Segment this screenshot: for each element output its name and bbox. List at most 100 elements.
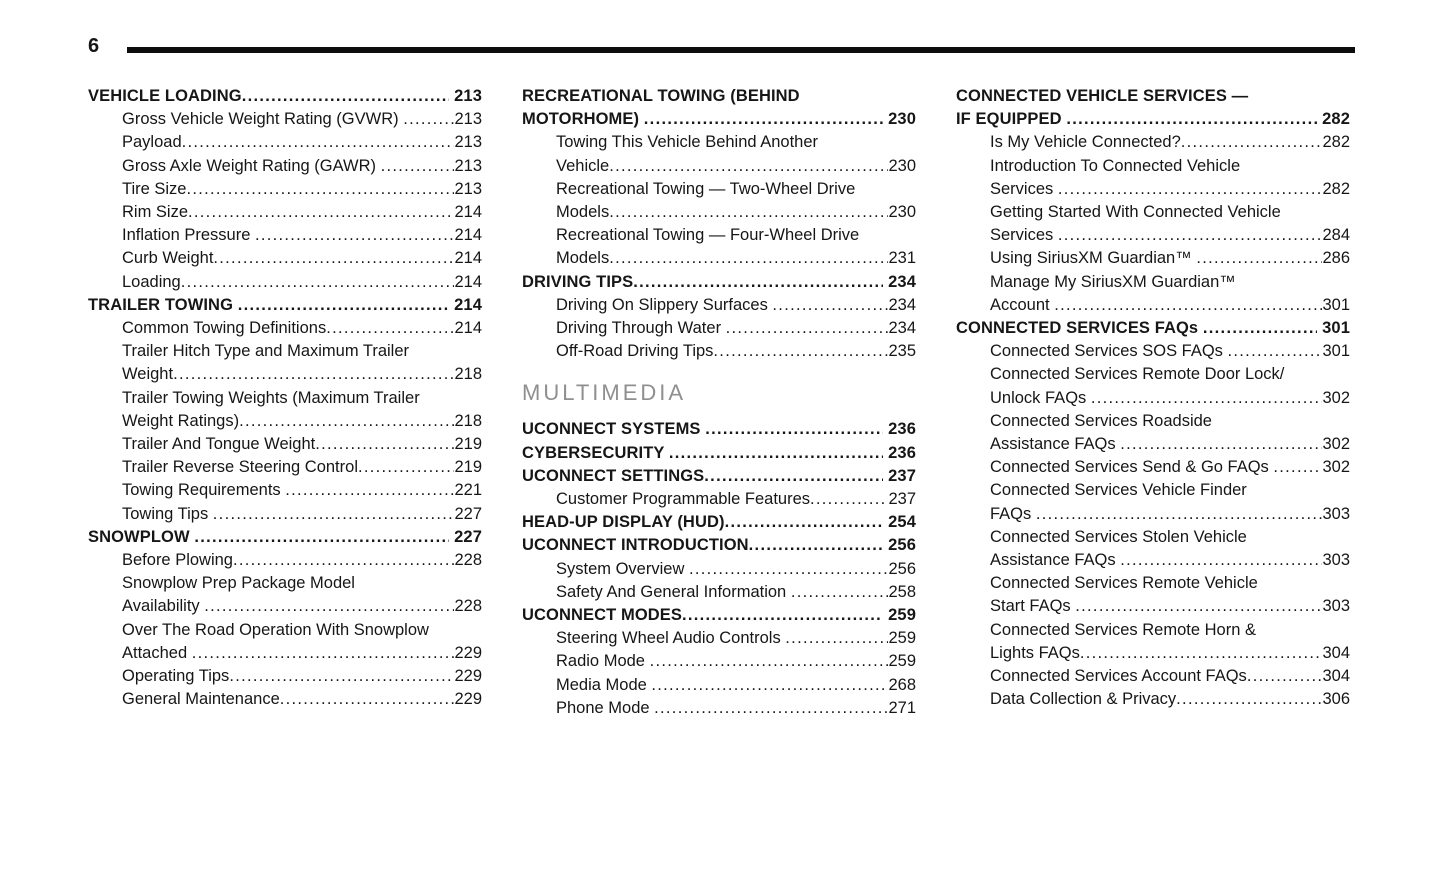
- page-ref: 213: [454, 156, 482, 175]
- toc-entry-text: Towing Requirements: [122, 481, 286, 500]
- toc-entry-text: TRAILER TOWING: [88, 295, 238, 314]
- dot-leader: [187, 178, 455, 201]
- toc-section-entry: Tire Size 213: [88, 178, 482, 201]
- toc-section-entry: Connected Services Account FAQs 304: [956, 665, 1350, 688]
- toc-entry-text: RECREATIONAL TOWING (BEHIND: [522, 87, 800, 105]
- toc-section-entry: Safety And General Information 258: [522, 581, 916, 604]
- dot-leader: [1058, 178, 1323, 201]
- toc-entry-text: Rim Size: [122, 203, 189, 222]
- toc-section-entry: Connected Services Vehicle Finder FAQs 30…: [956, 479, 1350, 525]
- toc-entry-text: UCONNECT INTRODUCTION: [522, 536, 749, 555]
- dot-leader: [644, 108, 883, 131]
- toc-entry-row: System Overview 256: [556, 558, 916, 581]
- page-ref: 271: [888, 698, 916, 717]
- toc-entry-text: Trailer Reverse Steering Control: [122, 458, 358, 477]
- dot-leader: [749, 534, 883, 557]
- toc-entry-text: Trailer Hitch Type and Maximum Trailer: [122, 342, 410, 361]
- dot-leader: [229, 665, 454, 688]
- toc-entry-row: Connected Services Send & Go FAQs 302: [990, 456, 1350, 479]
- toc-section-entry: Connected Services Roadside Assistance FA…: [956, 410, 1350, 456]
- page-ref: 213: [454, 87, 482, 105]
- toc-entry-row: Gross Axle Weight Rating (GAWR) 213: [122, 155, 482, 178]
- toc-entry-text: Gross Vehicle Weight Rating (GVWR): [122, 110, 404, 129]
- toc-chapter-entry: UCONNECT SETTINGS 237: [522, 465, 916, 488]
- toc-entry-row: Services 282: [990, 178, 1350, 201]
- toc-entry-text: Trailer Towing Weights (Maximum Trailer: [122, 388, 420, 407]
- page-ref: 282: [1322, 179, 1350, 198]
- toc-entry-row: Unlock FAQs 302: [990, 387, 1350, 410]
- toc-entry-row: MOTORHOME) 230: [522, 108, 916, 131]
- dot-leader: [1066, 108, 1317, 131]
- dot-leader: [1080, 642, 1323, 665]
- toc-chapter-entry: TRAILER TOWING 214: [88, 294, 482, 317]
- page-ref: 259: [888, 606, 916, 625]
- toc-entry-row: Common Towing Definitions 214: [122, 317, 482, 340]
- page-header: 6: [0, 0, 1445, 58]
- page-ref: 302: [1322, 435, 1350, 454]
- toc-entry-row: Services 284: [990, 224, 1350, 247]
- page-ref: 282: [1322, 110, 1350, 129]
- toc-entry-row: Towing Requirements 221: [122, 479, 482, 502]
- toc-section-entry: Using SiriusXM Guardian™ 286: [956, 247, 1350, 270]
- page-ref: 258: [888, 582, 916, 601]
- toc-column-1: VEHICLE LOADING213Gross Vehicle Weight R…: [88, 85, 482, 720]
- toc-entry-row: Connected Services SOS FAQs 301: [990, 340, 1350, 363]
- toc-entry-text: Over The Road Operation With Snowplow: [122, 620, 429, 639]
- toc-entry-text: Connected Services SOS FAQs: [990, 342, 1228, 361]
- toc-entry-text: Phone Mode: [556, 698, 655, 717]
- toc-chapter-entry: HEAD-UP DISPLAY (HUD) 254: [522, 511, 916, 534]
- toc-section-entry: Customer Programmable Features 237: [522, 488, 916, 511]
- page-ref: 301: [1322, 295, 1350, 314]
- toc-entry-text: Availability: [122, 597, 205, 616]
- dot-leader: [1075, 595, 1322, 618]
- toc-entry-text: Driving On Slippery Surfaces: [556, 295, 773, 314]
- dot-leader: [1091, 387, 1323, 410]
- toc-entry-text: Safety And General Information: [556, 582, 791, 601]
- toc-section-entry: Connected Services Stolen Vehicle Assista…: [956, 526, 1350, 572]
- toc-entry-row: SNOWPLOW 227: [88, 526, 482, 549]
- toc-section-entry: Towing Requirements 221: [88, 479, 482, 502]
- dot-leader: [1228, 340, 1323, 363]
- page-ref: 254: [888, 513, 916, 532]
- page-ref: 234: [888, 319, 916, 338]
- dot-leader: [358, 456, 454, 479]
- toc-entry-text: Towing This Vehicle Behind Another: [556, 133, 819, 152]
- toc-entry-row: FAQs 303: [990, 503, 1350, 526]
- dot-leader: [1247, 665, 1323, 688]
- dot-leader: [713, 340, 888, 363]
- toc-entry-row: Lights FAQs 304: [990, 642, 1350, 665]
- dot-leader: [705, 418, 883, 441]
- toc-entry-row: UCONNECT SETTINGS 237: [522, 465, 916, 488]
- page-ref: 304: [1322, 667, 1350, 686]
- dot-leader: [725, 511, 884, 534]
- dot-leader: [239, 410, 454, 433]
- toc-entry-row: Gross Vehicle Weight Rating (GVWR) 213: [122, 108, 482, 131]
- toc-entry-text: General Maintenance: [122, 690, 280, 709]
- toc-entry-row: Weight Ratings) 218: [122, 410, 482, 433]
- toc-entry-row: Account 301: [990, 294, 1350, 317]
- page-ref: 303: [1322, 504, 1350, 523]
- toc-entry-text: DRIVING TIPS: [522, 272, 634, 291]
- toc-entry-text: MOTORHOME): [522, 110, 644, 129]
- toc-section-entry: General Maintenance 229: [88, 688, 482, 711]
- toc-group-heading: MULTIMEDIA: [522, 380, 687, 406]
- page-ref: 256: [888, 536, 916, 555]
- page-ref: 214: [454, 226, 482, 245]
- toc-entry-text: Connected Services Send & Go FAQs: [990, 458, 1274, 477]
- dot-leader: [403, 108, 454, 131]
- toc-entry-row: Models 231: [556, 247, 916, 270]
- toc-entry-row: Models 230: [556, 201, 916, 224]
- toc-section-entry: Media Mode 268: [522, 674, 916, 697]
- toc-entry-text: Assistance FAQs: [990, 551, 1121, 570]
- toc-section-entry: Steering Wheel Audio Controls 259: [522, 627, 916, 650]
- toc-chapter-entry: CONNECTED SERVICES FAQs 301: [956, 317, 1350, 340]
- dot-leader: [213, 503, 455, 526]
- toc-entry-row: DRIVING TIPS 234: [522, 271, 916, 294]
- toc-entry-text: Weight Ratings): [122, 411, 240, 430]
- toc-entry-text: Recreational Towing — Four-Wheel Drive: [556, 226, 860, 245]
- toc-section-entry: Data Collection & Privacy 306: [956, 688, 1350, 711]
- page-ref: 219: [454, 458, 482, 477]
- toc-entry-row: Customer Programmable Features 237: [556, 488, 916, 511]
- page-ref: 227: [454, 527, 482, 546]
- toc-chapter-entry: SNOWPLOW 227: [88, 526, 482, 549]
